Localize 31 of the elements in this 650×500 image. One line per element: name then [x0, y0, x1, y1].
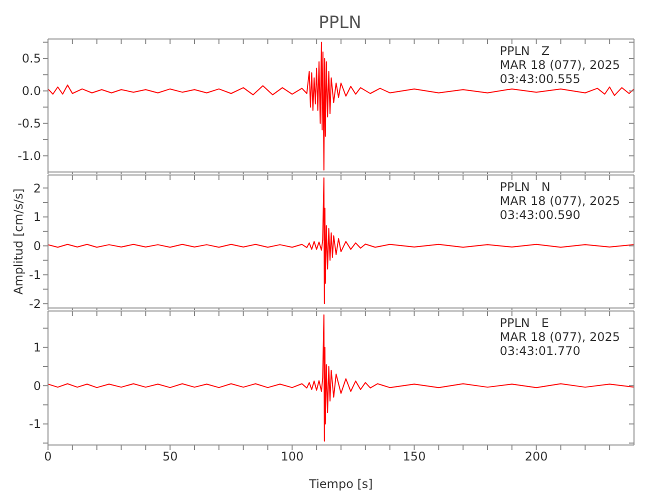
x-tick-label: 0 — [44, 450, 52, 464]
y-tick-label: 0 — [33, 239, 41, 254]
x-tick-label: 50 — [162, 450, 178, 464]
annotation: 03:43:00.590 — [500, 208, 582, 222]
annotation: 03:43:00.555 — [500, 72, 582, 86]
y-tick-label: 1 — [33, 210, 41, 224]
x-axis-title: Tiempo [s] — [308, 477, 373, 491]
y-tick-label: -1 — [29, 268, 41, 282]
y-tick-label: -1.0 — [18, 149, 41, 164]
annotation: MAR 18 (077), 2025 — [500, 58, 620, 72]
y-tick-label: 0.5 — [22, 52, 41, 66]
annotation: PPLN N — [500, 180, 550, 194]
y-axis-title: Amplitud [cm/s/s] — [11, 188, 26, 295]
y-tick-label: 0 — [33, 378, 41, 393]
x-tick-label: 100 — [280, 450, 304, 464]
annotation: MAR 18 (077), 2025 — [500, 194, 620, 208]
x-tick-label: 200 — [524, 450, 548, 464]
y-tick-label: -2 — [29, 296, 41, 311]
y-tick-label: 2 — [33, 181, 41, 196]
line-series — [48, 177, 634, 304]
annotation: 03:43:01.770 — [500, 344, 582, 358]
line-series — [48, 314, 634, 442]
annotation: PPLN E — [500, 316, 550, 330]
annotation: MAR 18 (077), 2025 — [500, 330, 620, 344]
y-tick-label: 0.0 — [22, 84, 41, 98]
y-tick-label: -1 — [29, 417, 41, 432]
annotation: PPLN Z — [500, 44, 550, 58]
x-tick-label: 150 — [402, 450, 426, 464]
y-tick-label: 1 — [33, 340, 41, 355]
y-tick-label: -0.5 — [18, 116, 41, 131]
chart-title: PPLN — [318, 12, 362, 35]
